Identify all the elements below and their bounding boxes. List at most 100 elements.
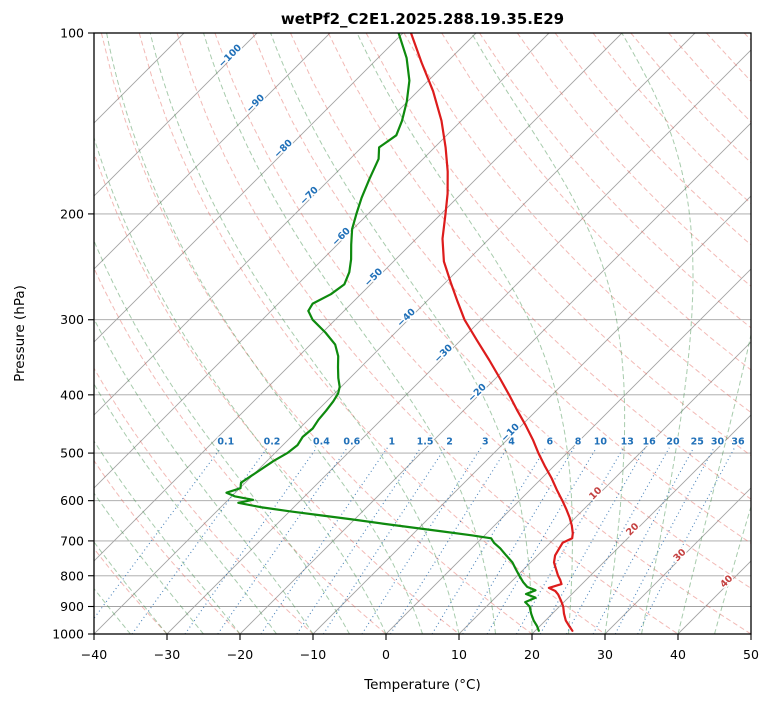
x-tick-label: 0 (382, 647, 390, 662)
mixing-ratio-line (516, 447, 624, 634)
dry-adiabat (290, 33, 751, 544)
isotherm-label: −90 (244, 92, 267, 115)
x-tick-label: −10 (300, 647, 326, 662)
mixing-ratio-label: 13 (621, 436, 634, 447)
mixing-ratio-line (184, 447, 318, 634)
x-tick-label: 10 (451, 647, 467, 662)
y-tick-label: 800 (60, 568, 84, 583)
moist-adiabat (677, 332, 751, 634)
dry-adiabat (441, 33, 751, 371)
isotherm (94, 33, 404, 343)
temperature-curve (409, 33, 574, 632)
isotherm (750, 633, 751, 634)
x-tick-label: 30 (597, 647, 613, 662)
mixing-ratio-label: 25 (691, 436, 704, 447)
mixing-ratio-label: 0.2 (264, 436, 281, 447)
y-tick-label: 700 (60, 533, 84, 548)
isotherm-label: −40 (395, 306, 418, 329)
isotherm-label: 10 (587, 485, 604, 502)
mixing-ratio-label: 36 (731, 436, 745, 447)
chart-title: wetPf2_C2E1.2025.288.19.35.E29 (281, 10, 564, 28)
moist-adiabat (750, 632, 751, 634)
moist-adiabat (94, 440, 241, 634)
dry-adiabat (479, 33, 751, 329)
dry-adiabat (252, 33, 751, 589)
dry-adiabat (403, 33, 751, 414)
x-tick-label: −20 (227, 647, 253, 662)
dry-adiabat (94, 459, 241, 634)
mixing-ratio-label: 1 (388, 436, 395, 447)
isotherm-label: −50 (362, 266, 385, 289)
mixing-ratio-label: 1.5 (417, 436, 434, 447)
x-tick-label: −30 (154, 647, 180, 662)
isotherm-label: −100 (217, 42, 245, 70)
mixing-ratio-line (322, 447, 446, 634)
x-tick-label: −40 (81, 647, 107, 662)
dry-adiabat (327, 33, 751, 500)
plot-area (94, 33, 751, 634)
mixing-ratio-line (462, 447, 575, 634)
x-tick-label: 40 (670, 647, 686, 662)
isotherm (677, 560, 751, 634)
isotherm (531, 414, 751, 634)
mixing-ratio-label: 3 (482, 436, 489, 447)
y-tick-label: 500 (60, 446, 84, 461)
y-tick-label: 600 (60, 493, 84, 508)
moist-adiabat (94, 136, 387, 634)
mixing-ratio-label: 16 (642, 436, 656, 447)
mixing-ratio-line (296, 447, 422, 634)
mixing-ratio-label: 0.1 (217, 436, 234, 447)
dry-adiabat (138, 33, 606, 634)
moist-adiabat (149, 33, 460, 634)
moist-adiabat (106, 33, 423, 634)
dry-adiabat (630, 33, 751, 164)
y-axis-label: Pressure (hPa) (12, 285, 28, 382)
dry-adiabat (94, 547, 168, 634)
isotherm (312, 195, 751, 634)
mixing-ratio-line (131, 447, 268, 634)
axis-tick-labels: −40 −30 −20 −10 0 10 20 30 40 5010020030040050060… (52, 26, 759, 663)
isotherm-label: −30 (432, 342, 455, 365)
isotherm (604, 487, 751, 634)
isotherm-label: −60 (330, 225, 353, 248)
isotherm (239, 122, 751, 634)
dry-adiabat (668, 33, 751, 123)
mixing-ratio-line (566, 447, 670, 634)
x-tick-label: 50 (743, 647, 759, 662)
plot-border (93, 32, 752, 635)
moist-adiabat (714, 504, 751, 634)
y-tick-label: 1000 (52, 627, 84, 642)
mixing-ratio-label: 6 (546, 436, 553, 447)
x-axis-label: Temperature (°C) (363, 677, 481, 693)
moist-adiabat (94, 317, 314, 634)
isotherm (94, 33, 331, 270)
isotherm (94, 33, 477, 416)
y-tick-label: 300 (60, 312, 84, 327)
isotherm-label: 20 (624, 521, 641, 538)
mixing-ratio-label: 10 (594, 436, 608, 447)
moist-adiabat (203, 33, 496, 634)
dry-adiabat (214, 33, 751, 634)
mixing-ratio-label: 30 (711, 436, 725, 447)
y-tick-label: 200 (60, 206, 84, 221)
isotherm (458, 341, 751, 634)
dry-adiabat (592, 33, 751, 205)
dry-adiabat (516, 33, 751, 287)
dry-adiabat (743, 33, 751, 41)
dry-adiabat (94, 267, 387, 634)
isotherm (94, 33, 696, 634)
mixing-ratio-line (486, 447, 597, 634)
dry-adiabat (100, 33, 533, 634)
y-tick-label: 100 (60, 26, 84, 41)
dewpoint-curve (225, 33, 540, 632)
dry-adiabat (94, 151, 460, 634)
dry-adiabat (706, 33, 751, 82)
mixing-ratio-label: 2 (446, 436, 453, 447)
isotherm-label: −80 (272, 137, 295, 160)
mixing-ratio-label: 20 (666, 436, 680, 447)
mixing-ratio-line (94, 447, 222, 620)
moist-adiabat (94, 492, 204, 634)
moist-adiabat (94, 239, 350, 634)
